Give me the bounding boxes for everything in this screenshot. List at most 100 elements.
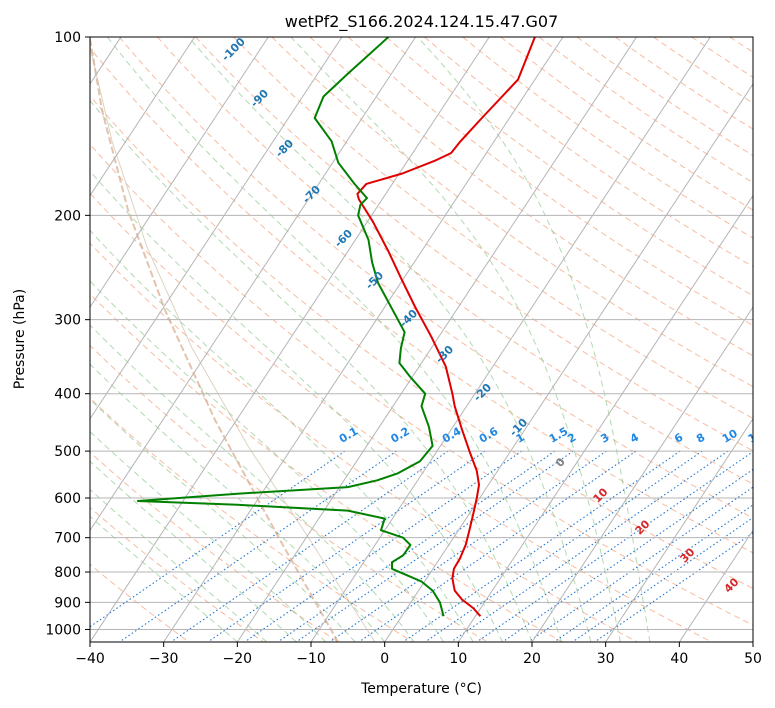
dry-adiabat (90, 506, 264, 642)
mixing-ratio-label: 0.1 (337, 425, 360, 446)
moist-adiabat (90, 99, 533, 642)
mixing-ratio-label: 6 (672, 430, 685, 445)
mixing-ratio-line (424, 450, 703, 642)
x-tick-label: −20 (223, 651, 253, 667)
dry-adiabat-label: -70 (300, 183, 323, 206)
grid (90, 37, 753, 642)
moist-adiabat (290, 37, 621, 642)
isotherm-line (457, 194, 753, 642)
isotherm-line (678, 529, 753, 642)
moist-adiabat (90, 430, 327, 642)
isotherm-line (605, 417, 753, 642)
bg-arc (90, 38, 339, 642)
y-tick-label: 900 (54, 595, 81, 611)
chart-title: wetPf2_S166.2024.124.15.47.G07 (285, 12, 559, 32)
mixing-ratio-label: 13 (746, 427, 766, 446)
isotherm-line (752, 641, 753, 642)
moist-adiabat (90, 229, 474, 642)
mixing-ratio-line (450, 450, 729, 642)
mixing-ratio-line (502, 468, 753, 642)
profiles (136, 37, 536, 617)
x-axis-label: Temperature (°C) (360, 681, 482, 697)
dry-adiabat (90, 344, 488, 642)
x-tick-label: −30 (149, 651, 179, 667)
dry-adiabat-label: 0 (553, 455, 568, 470)
x-tick-label: 20 (523, 651, 541, 667)
y-axis-label: Pressure (hPa) (12, 289, 28, 389)
x-tick-label: −10 (296, 651, 326, 667)
bg-arc (90, 46, 376, 642)
y-tick-label: 600 (54, 491, 81, 507)
temperature-profile (356, 37, 536, 617)
dry-adiabat-label: 40 (722, 575, 742, 595)
x-tick-label: 10 (449, 651, 467, 667)
dry-adiabat (462, 37, 753, 239)
moist-adiabat (90, 280, 445, 642)
mixing-ratio-line (402, 450, 681, 642)
dry-adiabat (90, 293, 563, 642)
y-axis: 100 200 300 400 500 600 700 800 900 1000 (45, 30, 90, 638)
dry-adiabat (347, 37, 753, 326)
moist-adiabat (106, 37, 562, 642)
moist-adiabat (90, 324, 415, 642)
x-tick-label: 30 (597, 651, 615, 667)
dry-adiabat (90, 47, 753, 554)
mixing-ratio-line (90, 450, 346, 628)
y-tick-label: 100 (54, 30, 81, 46)
dry-adiabat (386, 37, 753, 297)
mixing-ratio-label: 2 (565, 431, 578, 446)
mixing-ratio-label: 0.6 (477, 425, 501, 446)
dry-adiabat (90, 143, 753, 626)
dry-adiabat-label: -90 (248, 87, 271, 110)
moist-adiabat (90, 515, 238, 642)
mixing-ratio-line (295, 450, 574, 642)
dry-adiabat (309, 37, 753, 357)
mixing-ratio-label: 16 (772, 427, 775, 446)
mixing-ratio-line (358, 450, 637, 642)
moist-adiabat (417, 37, 651, 642)
plot-frame (89, 36, 754, 643)
x-tick-label: 40 (670, 651, 688, 667)
x-tick-label: 0 (380, 651, 389, 667)
dry-adiabat (90, 451, 339, 642)
isotherm-line (90, 37, 196, 197)
background-lines (90, 37, 753, 642)
isotherm-line (90, 37, 269, 309)
dry-adiabat (118, 37, 753, 519)
y-tick-label: 800 (54, 565, 81, 581)
isotherm-line (236, 37, 638, 642)
mixing-ratio-line (119, 450, 397, 642)
mixing-ratio-line (170, 450, 449, 642)
mixing-ratio-label: 0.2 (388, 425, 411, 446)
isotherm-line (90, 37, 417, 532)
moist-adiabat (90, 170, 503, 642)
dry-adiabat (90, 397, 414, 642)
dry-adiabat (424, 37, 753, 268)
dry-adiabat (271, 37, 753, 388)
mixing-ratio-line (553, 504, 753, 642)
moist-adiabat (90, 363, 386, 642)
mixing-ratio-label: 8 (694, 431, 707, 446)
isotherm-line (310, 37, 711, 642)
dry-adiabat (729, 37, 753, 53)
mixing-ratio-label: 0.4 (440, 425, 464, 446)
isotherm-line (531, 306, 753, 642)
dry-adiabat-label: -20 (471, 381, 494, 404)
dry-adiabat-label: -10 (507, 416, 530, 439)
moist-adiabat (188, 37, 592, 642)
mixing-ratio-line (572, 516, 753, 642)
moist-adiabat (90, 488, 268, 642)
mixing-ratio-line (244, 450, 523, 642)
dry-adiabat (538, 37, 753, 184)
dry-adiabat-label: 10 (591, 485, 611, 505)
y-tick-label: 1000 (45, 622, 81, 638)
dry-adiabat-label: -60 (332, 227, 355, 250)
x-tick-label: 50 (744, 651, 762, 667)
dry-adiabat-label: -80 (273, 137, 296, 160)
dry-adiabat (195, 37, 753, 452)
dry-adiabat (90, 95, 753, 590)
dry-adiabat-label: 20 (633, 517, 653, 537)
isotherm-line (384, 83, 753, 642)
